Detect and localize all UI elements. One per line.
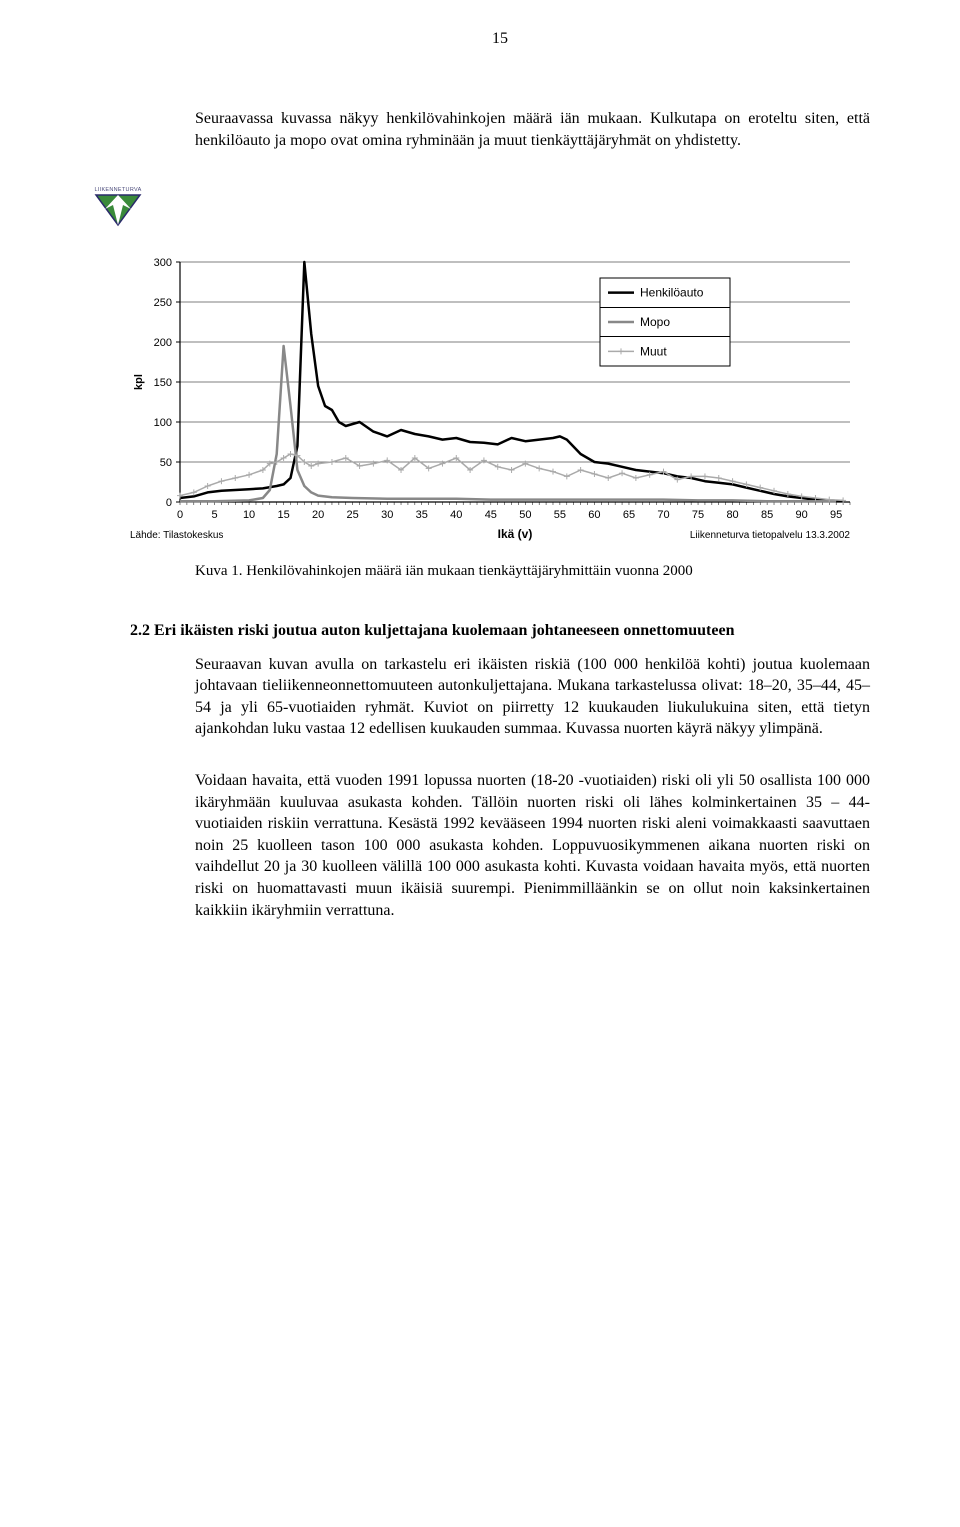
- svg-text:10: 10: [243, 509, 255, 521]
- svg-text:25: 25: [347, 509, 359, 521]
- paragraph-2: Seuraavan kuvan avulla on tarkastelu eri…: [195, 654, 870, 740]
- svg-text:50: 50: [519, 509, 531, 521]
- svg-text:75: 75: [692, 509, 704, 521]
- svg-text:200: 200: [154, 337, 172, 349]
- svg-text:70: 70: [657, 509, 669, 521]
- svg-text:0: 0: [177, 509, 183, 521]
- svg-text:40: 40: [450, 509, 462, 521]
- svg-text:95: 95: [830, 509, 842, 521]
- logo-text: LIIKENNETURVA: [94, 187, 141, 193]
- svg-text:90: 90: [796, 509, 808, 521]
- svg-text:Ikä (v): Ikä (v): [498, 527, 533, 541]
- liikenneturva-logo: LIIKENNETURVA: [90, 181, 870, 232]
- svg-text:150: 150: [154, 377, 172, 389]
- svg-text:300: 300: [154, 257, 172, 269]
- svg-text:85: 85: [761, 509, 773, 521]
- page-number: 15: [130, 30, 870, 48]
- svg-text:Lähde: Tilastokeskus: Lähde: Tilastokeskus: [130, 530, 223, 541]
- section-heading: 2.2 Eri ikäisten riski joutua auton kulj…: [130, 622, 870, 640]
- svg-text:50: 50: [160, 457, 172, 469]
- svg-text:15: 15: [277, 509, 289, 521]
- svg-text:30: 30: [381, 509, 393, 521]
- svg-text:55: 55: [554, 509, 566, 521]
- intro-paragraph: Seuraavassa kuvassa näkyy henkilövahinko…: [195, 108, 870, 151]
- paragraph-3: Voidaan havaita, että vuoden 1991 lopuss…: [195, 770, 870, 921]
- figure-caption: Kuva 1. Henkilövahinkojen määrä iän muka…: [195, 562, 870, 582]
- svg-text:Mopo: Mopo: [640, 315, 670, 329]
- svg-text:60: 60: [588, 509, 600, 521]
- svg-text:kpl: kpl: [133, 374, 145, 390]
- svg-text:35: 35: [416, 509, 428, 521]
- svg-text:20: 20: [312, 509, 324, 521]
- svg-text:45: 45: [485, 509, 497, 521]
- svg-text:0: 0: [166, 497, 172, 509]
- svg-text:250: 250: [154, 297, 172, 309]
- svg-text:Muut: Muut: [640, 345, 667, 359]
- svg-text:5: 5: [211, 509, 217, 521]
- svg-text:Liikenneturva tietopalvelu 13.: Liikenneturva tietopalvelu 13.3.2002: [690, 530, 851, 541]
- chart-container: 0 50 100 150 200 250 300 0 5 10 15 20 25 30 35 40 45 50 55…: [130, 252, 870, 552]
- svg-text:65: 65: [623, 509, 635, 521]
- svg-text:Henkilöauto: Henkilöauto: [640, 286, 704, 300]
- chart-svg: 0 50 100 150 200 250 300 0 5 10 15 20 25 30 35 40 45 50 55…: [130, 252, 870, 552]
- svg-text:100: 100: [154, 417, 172, 429]
- svg-text:80: 80: [726, 509, 738, 521]
